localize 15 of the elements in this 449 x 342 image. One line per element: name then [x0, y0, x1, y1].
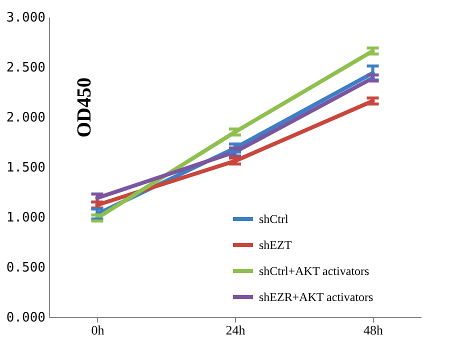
- y-tick-label: 0.000: [6, 310, 46, 326]
- y-tick-label: 2.500: [6, 60, 46, 76]
- y-tick-label: 3.000: [6, 10, 46, 26]
- legend-label: shEZR+AKT activators: [259, 290, 374, 304]
- y-tick-label: 1.000: [6, 210, 46, 226]
- legend-label: shCtrl: [259, 212, 290, 226]
- y-tick-label: 2.000: [6, 110, 46, 126]
- y-tick-label: 0.500: [6, 260, 46, 276]
- x-tick-label: 0h: [91, 322, 105, 338]
- x-tick-label: 24h: [226, 322, 246, 338]
- legend-label: shCtrl+AKT activators: [259, 264, 370, 278]
- y-axis-title: OD450: [74, 78, 96, 138]
- y-tick-label: 1.500: [6, 160, 46, 176]
- legend-label: shEZT: [259, 238, 292, 252]
- x-tick-label: 48h: [364, 322, 384, 338]
